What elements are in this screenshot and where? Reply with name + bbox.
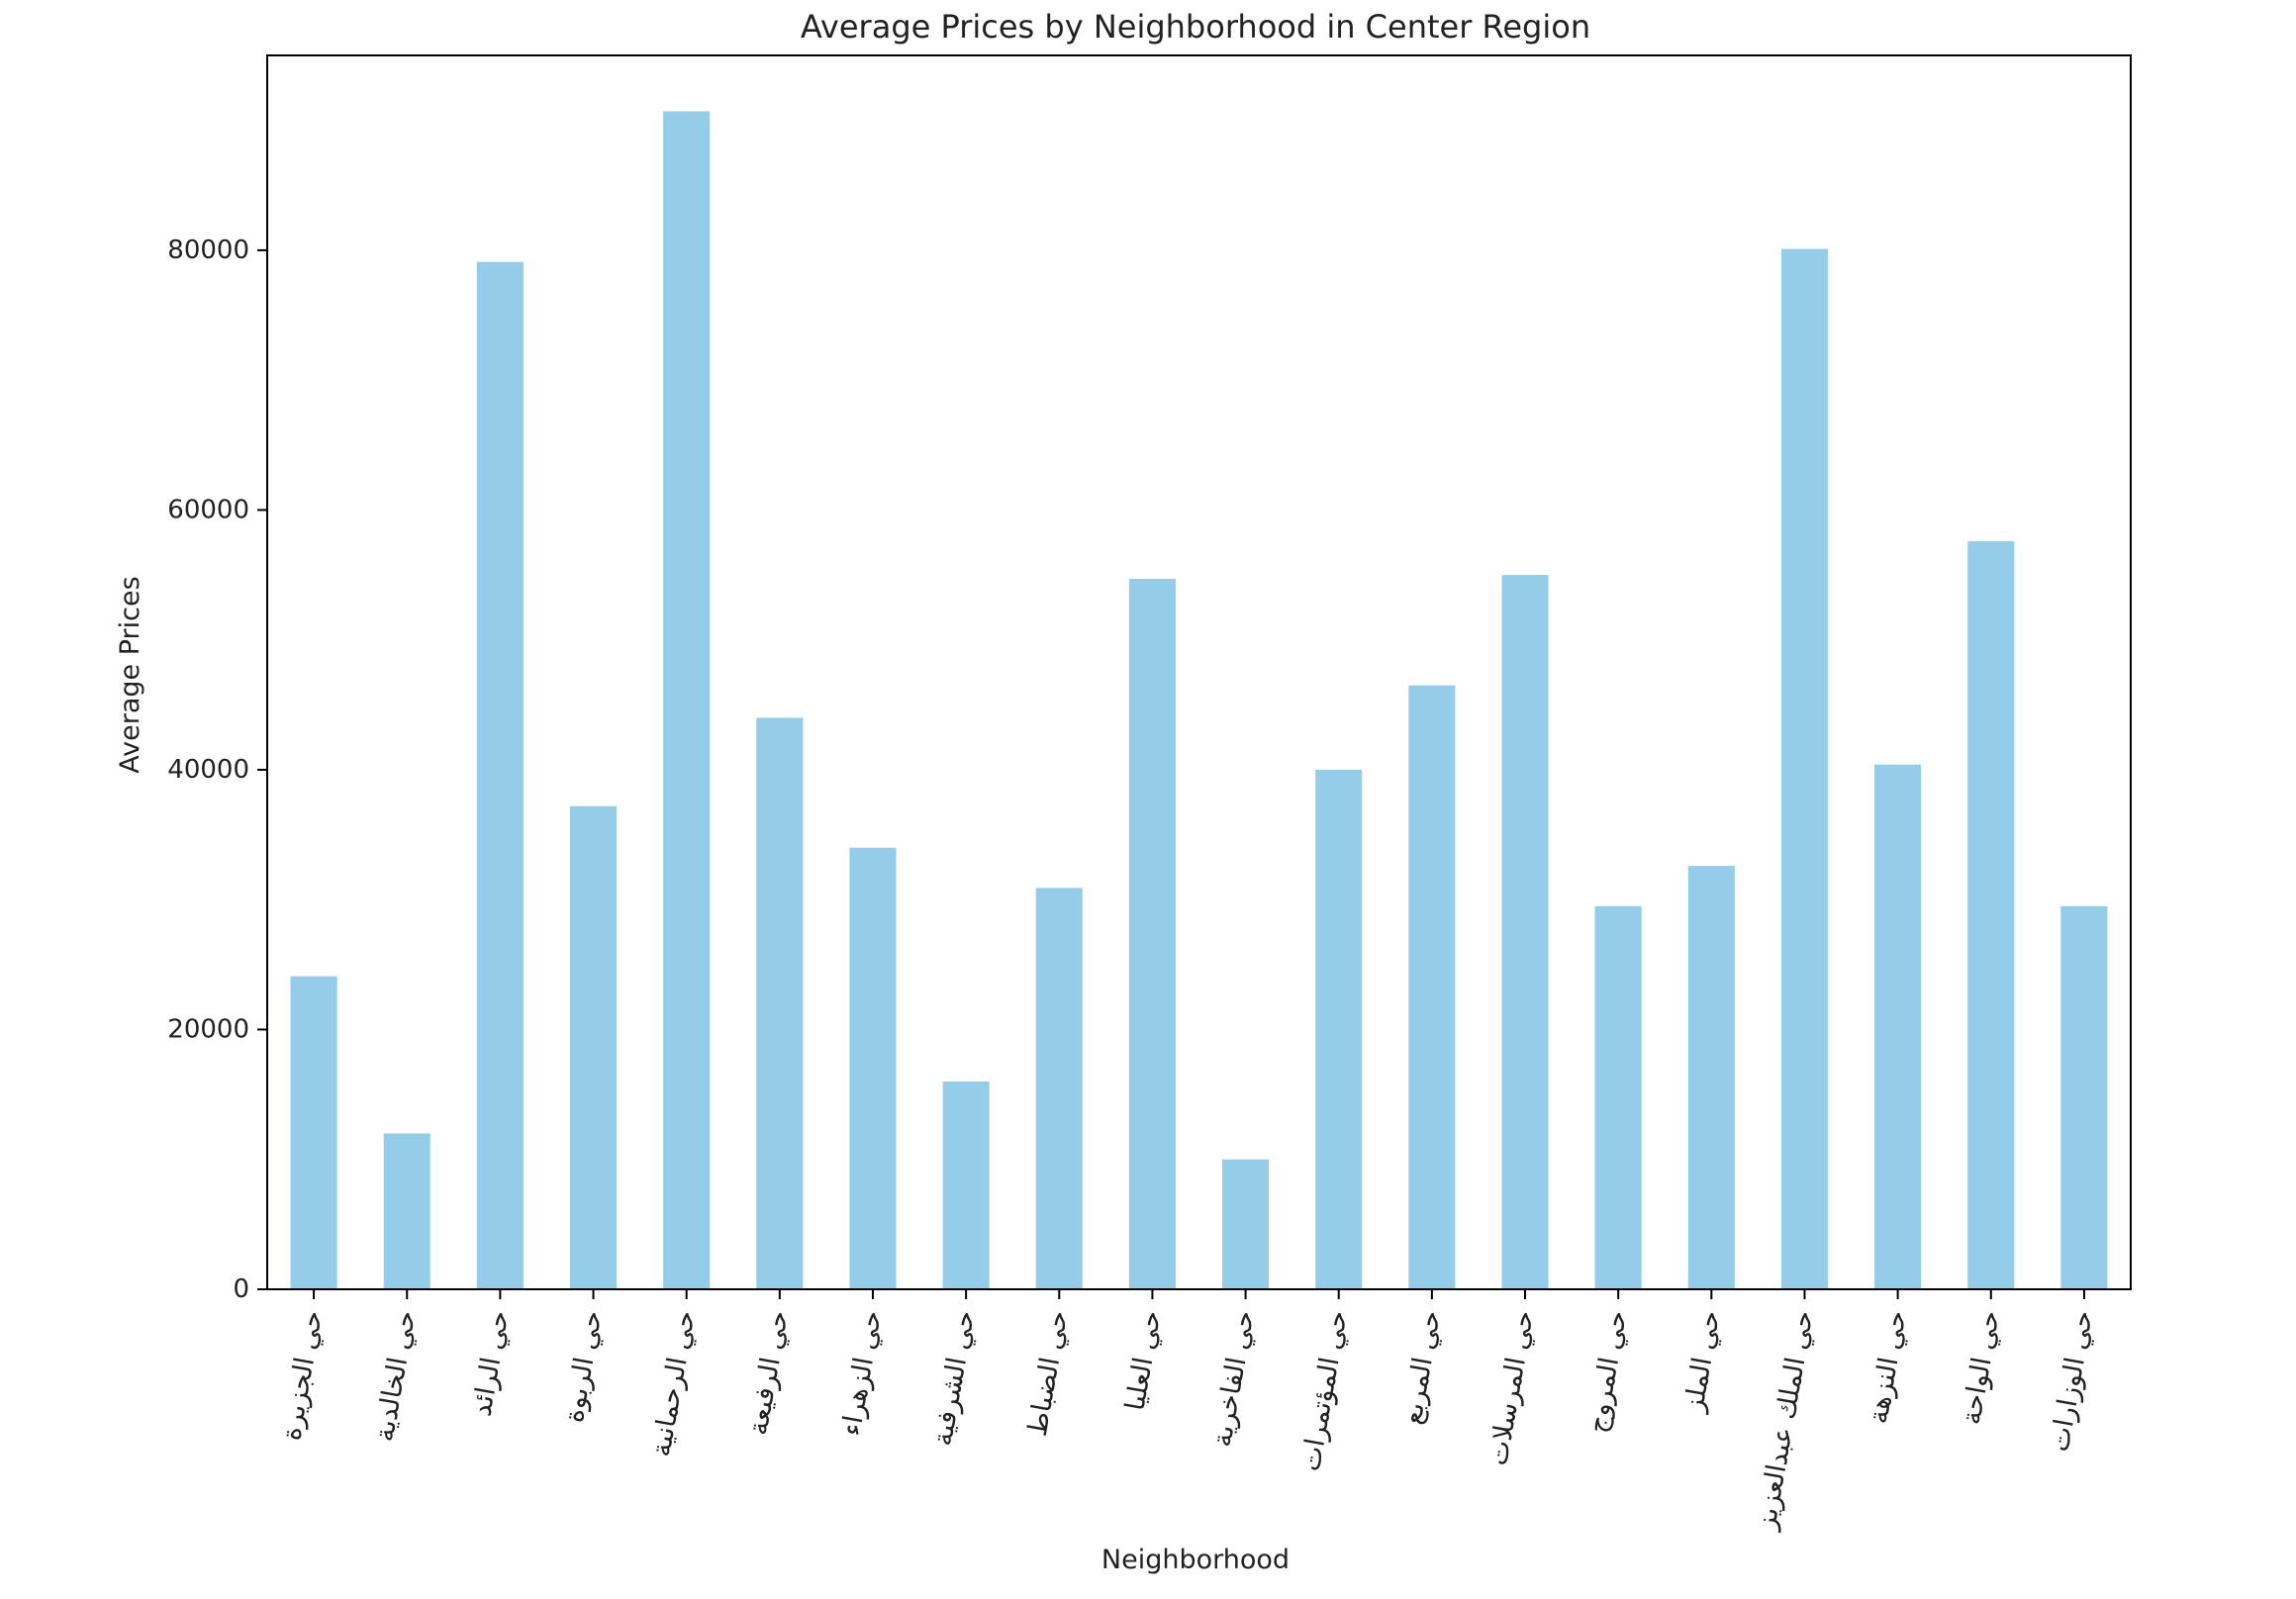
x-tick-label: حي المربع [1396,1308,1447,1427]
bar-18 [1874,764,1922,1289]
bar-13 [1408,685,1456,1289]
chart-title: Average Prices by Neighborhood in Center… [801,8,1590,46]
bar-1 [290,976,337,1289]
bar-7 [849,847,897,1289]
x-tick-label: حي العليا [1119,1308,1167,1413]
x-tick-label: حي الملك عبدالعزيز [1751,1308,1820,1534]
x-tick-label: حي الرائد [466,1308,515,1418]
bar-19 [1967,540,2015,1289]
x-tick-label: حي الخالدية [369,1308,423,1444]
y-tick-label: 60000 [167,495,249,524]
bar-16 [1687,866,1735,1289]
x-tick-label: حي المؤتمرات [1295,1308,1354,1473]
bars-layer [290,111,2108,1290]
y-tick-label: 40000 [167,755,249,785]
plot-frame [266,54,2132,1290]
bar-9 [1035,888,1083,1289]
x-tick-label: حي الرفيعة [743,1308,796,1437]
bar-4 [569,805,618,1289]
bar-10 [1128,578,1176,1289]
y-tick-label: 80000 [167,235,249,265]
y-tick-label: 0 [233,1274,249,1304]
bar-2 [383,1133,430,1289]
x-tick-label: حي الضباط [1022,1308,1075,1439]
x-tick-label: حي الواحة [1956,1308,2006,1427]
y-tick-label: 20000 [167,1014,249,1044]
x-tick-label: حي الجزيرة [276,1308,330,1443]
x-tick-label: حي المرسلات [1483,1308,1540,1467]
x-tick-label: حي الشرفية [927,1308,981,1448]
bar-3 [476,261,524,1289]
x-tick-label: حي الزهراء [836,1308,889,1438]
bar-11 [1222,1159,1270,1289]
bar-6 [756,717,804,1289]
x-tick-label: حي الفاخرية [1206,1308,1261,1449]
x-tick-label: حي الربوة [558,1308,608,1425]
bar-20 [2060,905,2108,1289]
bar-5 [663,111,711,1290]
y-axis: 0 20000 40000 60000 80000 [167,235,267,1304]
x-axis: حي الجزيرة حي الخالدية حي الرائد حي الربوة ح… [276,1289,2099,1534]
x-tick-label: حي المروج [1581,1308,1633,1435]
bar-8 [942,1081,990,1289]
x-tick-label: حي الملز [1678,1308,1727,1416]
bar-17 [1780,248,1829,1289]
x-axis-title: Neighborhood [1101,1545,1290,1575]
bar-12 [1315,769,1363,1289]
bar-14 [1501,575,1549,1289]
x-tick-label: حي الوزارات [2045,1308,2100,1454]
bar-15 [1594,905,1642,1289]
x-tick-label: حي النزهة [1863,1308,1913,1426]
x-tick-label: حي الرحمانية [646,1308,702,1458]
y-axis-title: Average Prices [115,576,145,773]
